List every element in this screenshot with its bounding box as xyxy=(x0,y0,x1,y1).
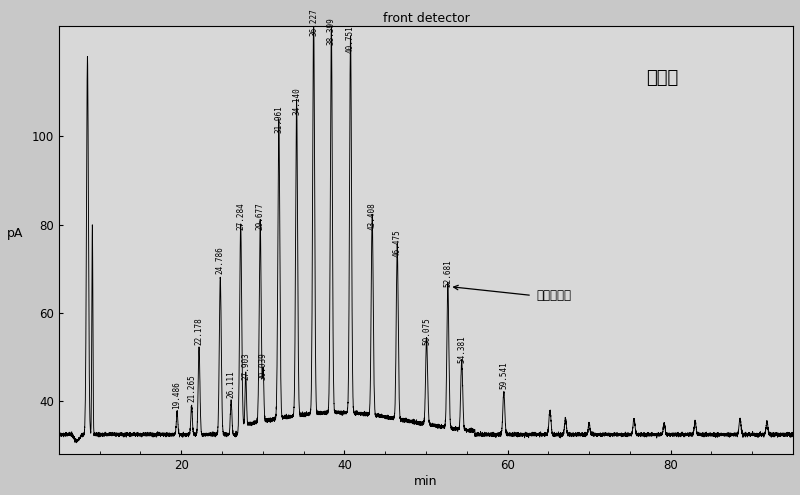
Text: 30.039: 30.039 xyxy=(258,352,268,380)
Text: 43.408: 43.408 xyxy=(368,202,377,230)
Text: 角鲨烷内标: 角鲨烷内标 xyxy=(536,289,571,302)
Text: 27.903: 27.903 xyxy=(242,352,250,380)
Title: front detector: front detector xyxy=(382,12,470,25)
Text: 27.284: 27.284 xyxy=(236,202,245,230)
Text: 54.381: 54.381 xyxy=(458,335,466,362)
Text: 29.677: 29.677 xyxy=(256,202,265,230)
Text: 31.961: 31.961 xyxy=(274,105,283,133)
Text: 19.486: 19.486 xyxy=(173,381,182,409)
Text: 52.681: 52.681 xyxy=(443,260,452,288)
Text: 38.399: 38.399 xyxy=(327,17,336,45)
Y-axis label: pA: pA xyxy=(7,227,23,240)
X-axis label: min: min xyxy=(414,475,438,488)
Text: 50.075: 50.075 xyxy=(422,317,431,345)
Text: 46.475: 46.475 xyxy=(393,229,402,256)
Text: 21.265: 21.265 xyxy=(187,375,196,402)
Text: 40.751: 40.751 xyxy=(346,26,355,53)
Text: 24.786: 24.786 xyxy=(216,247,225,274)
Text: 作用前: 作用前 xyxy=(646,69,678,87)
Text: 34.140: 34.140 xyxy=(292,88,301,115)
Text: 26.111: 26.111 xyxy=(226,370,236,398)
Text: 36.227: 36.227 xyxy=(309,8,318,36)
Text: 22.178: 22.178 xyxy=(194,317,203,345)
Text: 59.541: 59.541 xyxy=(499,361,508,389)
